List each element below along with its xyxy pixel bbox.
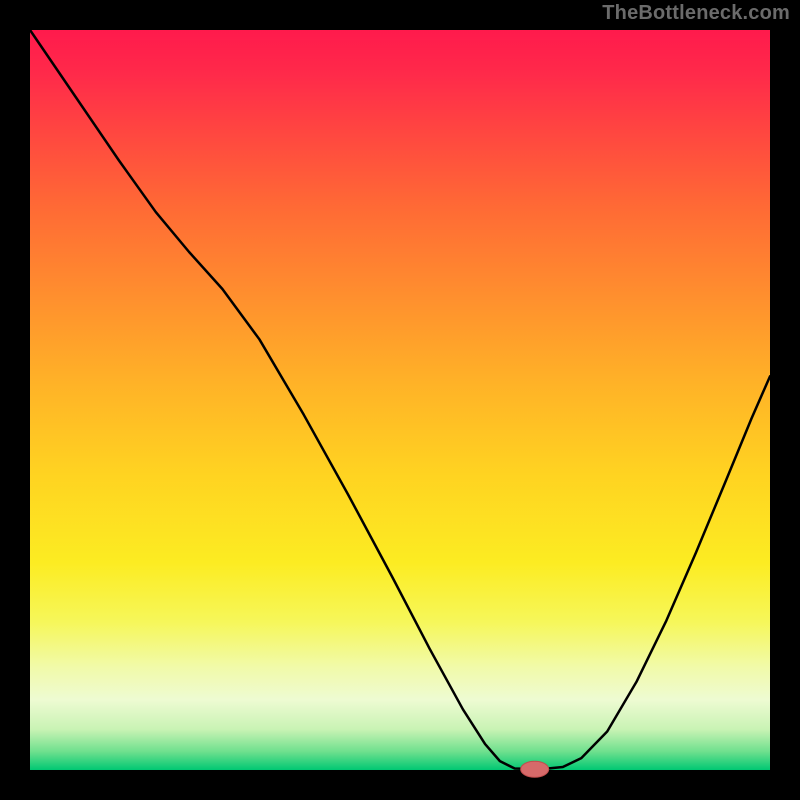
bottleneck-chart — [0, 0, 800, 800]
watermark-text: TheBottleneck.com — [602, 2, 790, 25]
chart-plot-area — [30, 30, 770, 770]
optimal-marker — [521, 761, 549, 777]
